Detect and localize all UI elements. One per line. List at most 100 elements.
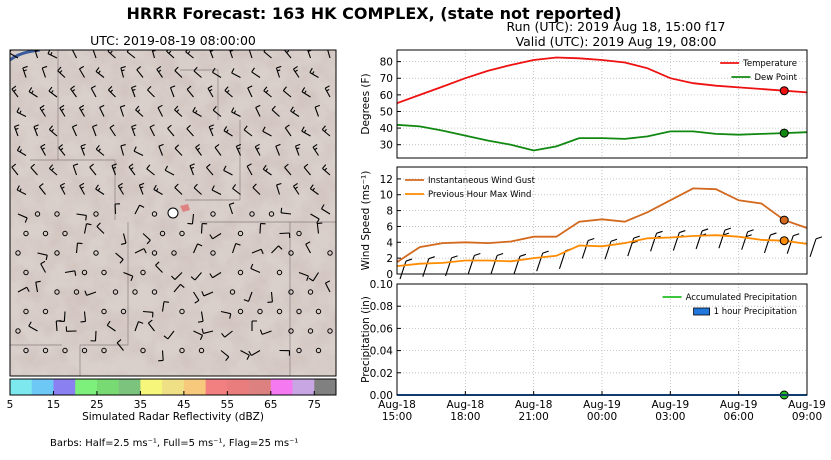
wind-barb <box>223 126 233 137</box>
panel-frame <box>396 49 808 159</box>
legend-entry: 1 hour Precipitation <box>714 307 797 317</box>
wind-barb <box>231 107 241 117</box>
wind-barb <box>324 280 331 293</box>
wind-barb <box>16 185 27 195</box>
wind-barb <box>136 66 144 78</box>
calm-wind-marker <box>307 328 314 334</box>
wind-barb <box>201 328 214 334</box>
wind-barb <box>107 50 116 59</box>
y-tick-label: 0.04 <box>370 346 394 358</box>
wind-barb <box>166 50 175 59</box>
map-panel <box>10 50 336 376</box>
wind-barb <box>71 124 78 137</box>
barb-note: Barbs: Half=2.5 ms⁻¹, Full=5 ms⁻¹, Flag=… <box>50 438 298 449</box>
colorbar-segment <box>227 379 250 395</box>
colorbar-segment <box>75 379 98 395</box>
wind-barb <box>301 126 311 137</box>
colorbar-segment <box>118 379 141 395</box>
wind-barb <box>111 163 117 176</box>
wind-barb <box>308 272 319 282</box>
calm-wind-marker <box>296 308 302 315</box>
wind-barb <box>252 183 261 195</box>
legend: Instantaneous Wind Gust Previous Hour Max… <box>405 176 536 200</box>
colorbar-segment <box>183 379 206 395</box>
wind-barb <box>193 330 204 341</box>
calm-wind-marker <box>268 211 275 217</box>
y-axis-label: Wind Speed (ms⁻¹) <box>360 171 372 271</box>
calm-wind-marker <box>210 250 216 256</box>
wind-barb <box>151 50 156 59</box>
wind-barb <box>133 146 144 156</box>
colorbar-segment <box>53 379 76 395</box>
plot-area <box>397 167 807 274</box>
wind-barb <box>262 164 272 176</box>
wind-barb <box>284 50 292 59</box>
x-tick-label: 06:00 <box>724 411 754 423</box>
wind-barb <box>131 85 137 98</box>
wind-barb <box>58 144 66 156</box>
wind-barb <box>200 222 208 234</box>
legend-entry: Temperature <box>742 59 797 69</box>
time-wind-barb <box>581 237 595 259</box>
wind-barb <box>147 319 155 332</box>
wind-barb <box>322 164 331 176</box>
wind-barb <box>240 350 250 360</box>
wind-barb <box>10 50 19 59</box>
wind-barb <box>115 252 124 264</box>
wind-barb <box>235 143 242 156</box>
wind-barb <box>174 144 183 156</box>
wind-barb <box>193 291 200 304</box>
calm-wind-marker <box>288 328 294 334</box>
wind-barb <box>187 213 195 225</box>
calm-wind-marker <box>81 269 88 276</box>
time-wind-barb <box>786 233 800 254</box>
colorbar-tick-label: 45 <box>177 399 190 411</box>
wind-barb <box>292 182 300 195</box>
y-tick-label: 0.10 <box>370 279 393 291</box>
series-line-1 <box>396 187 808 263</box>
calm-wind-marker <box>54 289 60 295</box>
wind-barb <box>157 104 163 117</box>
wind-barb <box>48 164 58 176</box>
calm-wind-marker <box>62 347 68 354</box>
wind-barb <box>80 143 86 156</box>
wind-barb <box>120 66 126 78</box>
wind-barb <box>138 182 145 195</box>
calm-wind-marker <box>120 308 127 315</box>
legend-entry: Accumulated Precipitation <box>686 293 797 303</box>
wind-barb <box>70 85 77 98</box>
wind-barb <box>163 330 175 340</box>
fire-location-marker <box>167 207 179 219</box>
calm-wind-marker <box>101 347 107 354</box>
wind-barb <box>134 321 144 332</box>
panel-frame <box>396 166 808 275</box>
calm-wind-marker <box>151 211 158 217</box>
wind-barb <box>301 87 311 98</box>
y-tick-label: 12 <box>380 174 393 186</box>
calm-wind-marker <box>101 269 107 276</box>
calm-wind-marker <box>62 230 68 237</box>
y-tick-label: 60 <box>380 90 393 102</box>
wind-barb <box>259 222 266 234</box>
y-axis-label: Degrees (F) <box>360 73 372 134</box>
series-line-1 <box>396 56 808 105</box>
calm-wind-marker <box>23 269 29 276</box>
wind-barb <box>248 350 261 356</box>
wind-barb <box>214 144 222 156</box>
wind-barb <box>207 85 214 98</box>
x-tick-label: 00:00 <box>587 411 617 423</box>
legend-swatch <box>693 307 710 316</box>
calm-wind-marker <box>42 347 49 354</box>
calm-wind-marker <box>54 250 60 256</box>
wind-barb <box>201 291 214 297</box>
wind-barb <box>305 241 311 254</box>
calm-wind-marker <box>42 308 49 315</box>
wind-barb <box>309 184 319 195</box>
legend-entry: Dew Point <box>754 73 797 83</box>
map-frame <box>9 49 337 377</box>
wind-barb <box>267 291 273 303</box>
colorbar-segment <box>31 379 54 395</box>
wind-barb <box>146 164 155 176</box>
wind-barb <box>209 272 222 279</box>
wind-barb <box>193 183 202 195</box>
